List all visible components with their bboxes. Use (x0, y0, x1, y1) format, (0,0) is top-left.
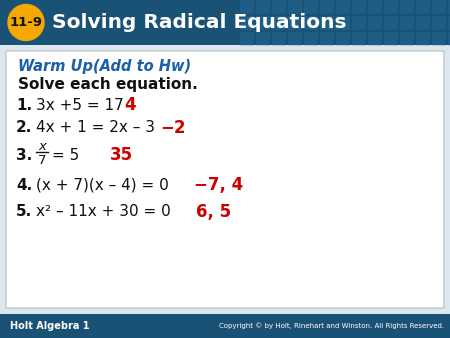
Bar (400, 0, 414, 14)
Bar (256, 32, 270, 46)
Text: Solving Radical Equations: Solving Radical Equations (52, 13, 346, 32)
Bar (400, 32, 414, 46)
Bar (288, 0, 302, 14)
Bar (336, 16, 350, 30)
Bar (368, 16, 382, 30)
Bar (448, 16, 450, 30)
Bar (256, 16, 270, 30)
Bar (320, 16, 334, 30)
Bar (288, 32, 302, 46)
Bar (384, 32, 398, 46)
Text: 3.: 3. (16, 147, 32, 163)
Bar (368, 32, 382, 46)
Bar (336, 0, 350, 14)
Bar (448, 32, 450, 46)
Bar (288, 16, 302, 30)
Bar (352, 0, 366, 14)
Bar (0, 314, 450, 338)
Text: −7, 4: −7, 4 (194, 176, 243, 194)
Bar (240, 0, 254, 14)
Text: x: x (38, 140, 46, 152)
Bar (416, 16, 430, 30)
Text: Warm Up(Add to Hw): Warm Up(Add to Hw) (18, 59, 191, 74)
Text: 1.: 1. (16, 97, 32, 113)
Bar (416, 32, 430, 46)
Bar (272, 32, 286, 46)
Text: 4.: 4. (16, 177, 32, 193)
Text: 4x + 1 = 2x – 3: 4x + 1 = 2x – 3 (36, 121, 155, 136)
Text: 7: 7 (38, 153, 46, 167)
Bar (256, 0, 270, 14)
Text: 6, 5: 6, 5 (196, 203, 231, 221)
Bar (304, 0, 318, 14)
Text: (x + 7)(x – 4) = 0: (x + 7)(x – 4) = 0 (36, 177, 169, 193)
Bar (240, 16, 254, 30)
Text: = 5: = 5 (52, 147, 79, 163)
Text: 4: 4 (124, 96, 135, 114)
Bar (272, 0, 286, 14)
Text: 11-9: 11-9 (9, 16, 42, 29)
Text: 3x +5 = 17: 3x +5 = 17 (36, 97, 124, 113)
Text: Copyright © by Holt, Rinehart and Winston. All Rights Reserved.: Copyright © by Holt, Rinehart and Winsto… (219, 323, 444, 329)
Bar (352, 16, 366, 30)
Bar (320, 0, 334, 14)
Bar (336, 32, 350, 46)
Text: 2.: 2. (16, 121, 32, 136)
Bar (400, 16, 414, 30)
Bar (320, 32, 334, 46)
Bar (432, 32, 446, 46)
Bar (432, 0, 446, 14)
Bar (304, 32, 318, 46)
Bar (448, 0, 450, 14)
Bar (384, 16, 398, 30)
Circle shape (8, 4, 44, 41)
Bar (0, 0, 450, 45)
Text: 5.: 5. (16, 204, 32, 219)
Text: x² – 11x + 30 = 0: x² – 11x + 30 = 0 (36, 204, 171, 219)
Bar (352, 32, 366, 46)
Text: −2: −2 (160, 119, 185, 137)
FancyBboxPatch shape (6, 51, 444, 308)
Bar (240, 32, 254, 46)
Bar (368, 0, 382, 14)
Bar (272, 16, 286, 30)
Bar (304, 16, 318, 30)
Text: 35: 35 (110, 146, 133, 164)
Bar (416, 0, 430, 14)
Text: Solve each equation.: Solve each equation. (18, 76, 198, 92)
Bar (384, 0, 398, 14)
Bar (432, 16, 446, 30)
Text: Holt Algebra 1: Holt Algebra 1 (10, 321, 90, 331)
